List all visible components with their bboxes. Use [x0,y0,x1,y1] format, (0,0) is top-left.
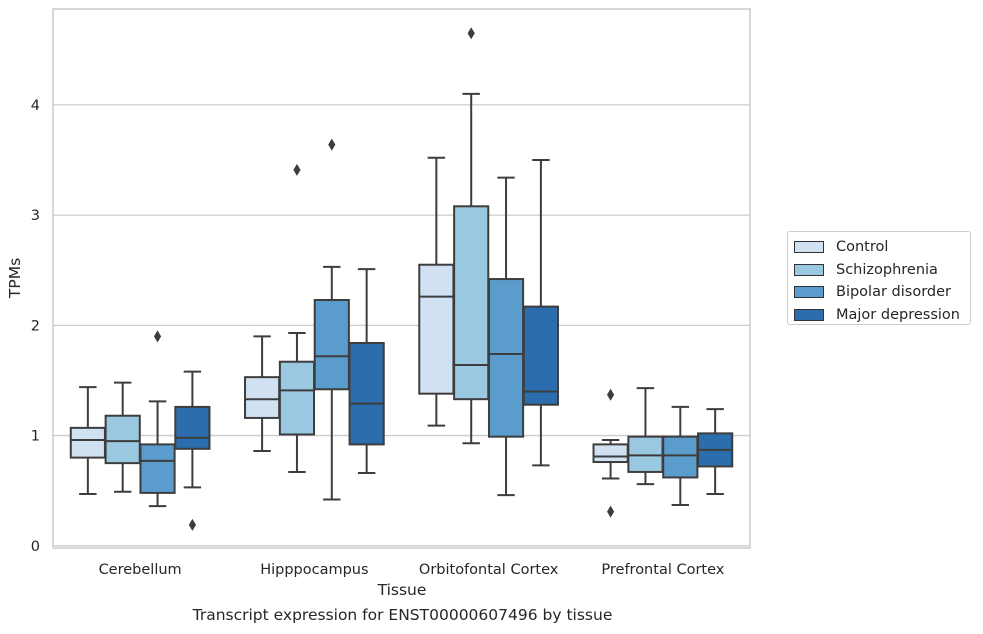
box-2-0 [418,156,455,427]
box-body [69,426,106,459]
box-body [244,376,281,419]
gridlines [53,104,750,547]
box-groups [69,27,734,531]
y-tick-label: 3 [31,208,40,224]
legend-swatch [794,286,824,299]
y-axis-label: TPMs [6,258,24,299]
box-body [487,278,525,438]
box-body [348,341,385,446]
y-tick-label: 0 [31,539,40,555]
outlier-point [328,138,336,151]
box-body [453,205,490,401]
legend-swatch [794,308,824,321]
legend-label: Bipolar disorder [836,284,951,301]
outlier-point [293,163,301,176]
box-0-2 [139,330,176,508]
box-0-3 [174,370,211,531]
box-1-1 [278,163,316,473]
y-tick-label: 4 [31,98,40,114]
outlier-point [188,518,196,531]
outlier-point [153,330,162,343]
box-body [627,435,664,473]
box-body [139,443,176,494]
box-0-0 [69,386,106,495]
box-3-2 [662,405,699,507]
box-body [313,298,350,391]
box-0-1 [104,381,141,493]
box-2-3 [522,159,559,467]
legend: Control Schizophrenia Bipolar disorder Majo… [787,231,971,325]
box-2-1 [453,27,490,445]
box-3-1 [627,387,664,486]
box-body [522,305,559,406]
x-axis-ticks: Cerebellum Hipppocampus Orbitofontal Corte… [99,562,725,578]
y-tick-label: 1 [31,429,40,445]
legend-label: Schizophrenia [836,261,938,278]
legend-label: Control [836,239,889,256]
legend-item: Bipolar disorder [794,281,964,304]
outlier-point [607,388,615,401]
box-body [662,435,699,479]
legend-item: Control [794,236,964,259]
box-1-2 [313,138,350,501]
legend-item: Major depression [794,304,964,327]
box-1-3 [348,268,385,475]
box-body [104,414,141,465]
legend-item: Schizophrenia [794,259,964,282]
outlier-point [467,27,475,40]
y-tick-label: 2 [31,318,40,334]
legend-swatch [794,263,824,276]
box-body [278,360,316,436]
x-axis-label: Tissue [377,581,427,599]
x-tick-label: Cerebellum [99,562,182,578]
chart-caption: Transcript expression for ENST0000060749… [192,606,613,624]
box-3-3 [697,408,734,495]
box-3-0 [592,388,629,518]
x-tick-label: Orbitofontal Cortex [419,562,559,578]
x-tick-label: Hipppocampus [260,562,368,578]
box-body [174,405,211,450]
box-body [592,443,629,464]
legend-swatch [794,241,824,254]
outlier-point [607,505,615,518]
y-axis-ticks: 0 1 2 3 4 [31,98,40,555]
box-1-0 [244,335,281,453]
x-tick-label: Prefrontal Cortex [601,562,724,578]
legend-label: Major depression [836,306,960,323]
box-body [418,263,455,395]
